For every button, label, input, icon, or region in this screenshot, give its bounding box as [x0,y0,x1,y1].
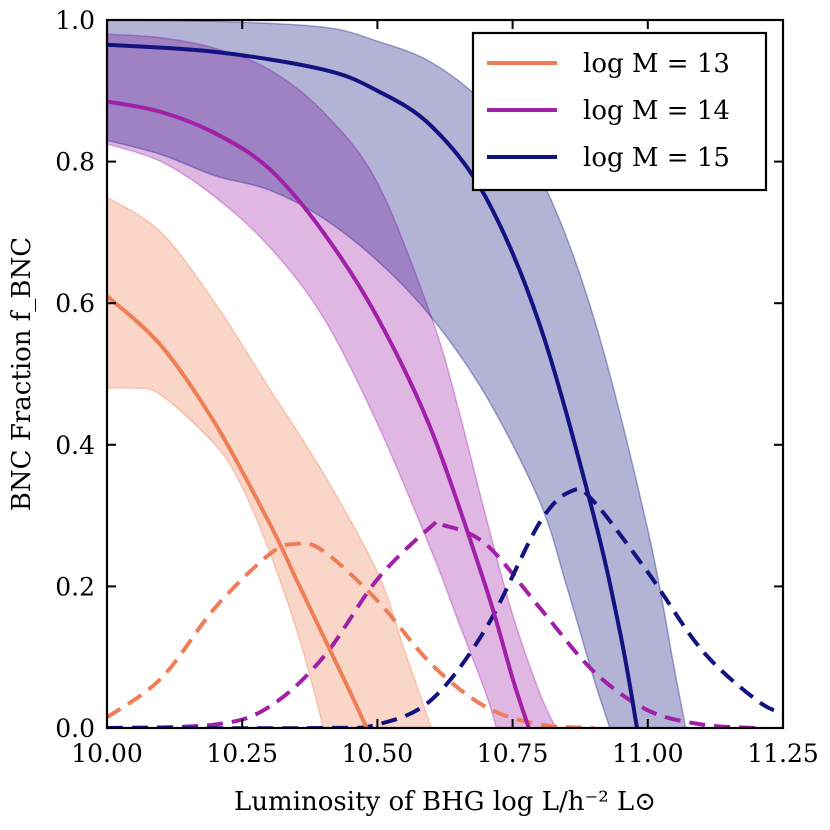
x-axis-label: Luminosity of BHG log L/h⁻² L⊙ [234,787,656,817]
y-tick-label: 1.0 [55,6,95,35]
y-tick-label: 0.8 [55,148,95,177]
distribution-curve-m13 [107,541,594,728]
legend: log M = 13 log M = 14 log M = 15 [471,31,768,192]
confidence-bands [107,20,687,728]
confidence-band-m14 [107,33,557,728]
x-tick-label: 10.50 [342,739,414,768]
plot-frame [105,18,785,730]
fraction-curve-m15 [107,42,639,728]
legend-label-m15: log M = 15 [583,143,730,173]
axis-ticks: 10.00 10.25 10.50 10.75 11.00 11.25 0.0 0.2 0.4 0… [55,6,819,768]
x-tick-label: 11.00 [612,739,684,768]
y-tick-label: 0.6 [55,289,95,318]
legend-label-m13: log M = 13 [583,49,730,79]
x-tick-label: 10.75 [477,739,549,768]
x-tick-label: 10.00 [71,739,143,768]
fraction-curves [107,42,639,728]
distribution-curve-m14 [107,518,757,728]
distribution-curves [107,487,783,728]
y-tick-label: 0.2 [55,572,95,601]
confidence-band-m15 [107,20,687,728]
y-axis-label: BNC Fraction f_BNC [7,237,37,511]
x-tick-label: 10.25 [206,739,278,768]
fraction-curve-m14 [107,99,531,728]
distribution-curve-m15 [107,487,783,728]
x-tick-label: 11.25 [747,739,819,768]
fraction-curve-m13 [107,294,369,728]
legend-label-m14: log M = 14 [583,96,730,126]
confidence-band-m13 [107,196,433,728]
y-tick-label: 0.0 [55,714,95,743]
y-tick-label: 0.4 [55,431,95,460]
